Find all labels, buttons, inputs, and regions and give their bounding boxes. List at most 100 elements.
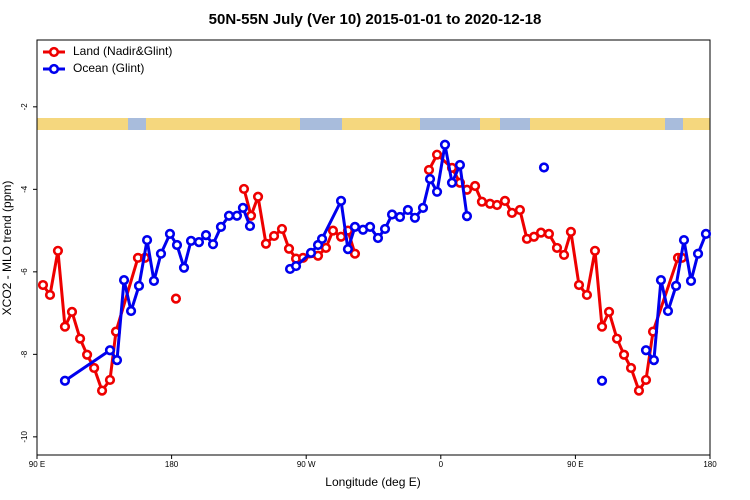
series-point [364,221,376,232]
series-point [491,199,503,211]
series-point [59,321,71,332]
series-point [238,183,250,195]
series-line [41,153,683,393]
series-point [499,195,511,206]
series-point [231,210,243,221]
series-point [223,210,235,221]
series-point [417,202,429,213]
series-point [469,180,481,192]
series-point [431,186,443,197]
mask-ocean [128,118,146,130]
series-point [625,362,637,374]
y-axis-title: XCO2 - MLO trend (ppm) [0,181,14,316]
plot-frame [36,39,711,456]
x-tick-label: 180 [703,460,717,469]
series-point [118,274,130,286]
series-point [589,245,601,256]
series-point [558,249,570,261]
series-point [207,239,219,250]
series-point [268,230,280,242]
series-point [193,237,205,248]
series-point [74,333,86,344]
series-point [573,279,585,291]
series-point [37,279,49,291]
series-point [185,235,197,246]
series-point [82,349,93,360]
series-point [316,233,328,244]
x-tick-label: 90 E [29,460,45,469]
series-point [237,202,249,213]
series-point [461,211,473,222]
mask-ocean [420,118,480,130]
series-point [244,220,256,232]
series-point [655,274,667,286]
series-point [551,242,563,254]
series-line [64,143,708,382]
series-point [662,305,674,317]
legend-label: Land (Nadir&Glint) [73,44,172,58]
series-point [424,173,436,185]
series-point [349,248,361,259]
series-point [379,223,391,235]
series-point [111,355,123,366]
series-point [104,374,116,386]
series-point [581,289,593,301]
mask-ocean [665,118,683,130]
series-point [402,204,413,216]
series-point [670,280,682,291]
series-point [446,177,458,188]
series-point [565,226,577,237]
y-tick-label: -8 [20,350,29,358]
x-axis-title: Longitude (deg E) [325,475,420,489]
series-point [148,275,160,287]
series-point [439,139,451,150]
series-point [170,293,182,304]
series-point [276,223,288,235]
series-point [66,306,78,317]
legend-marker [48,63,60,75]
series-point [514,204,526,216]
series-point [252,191,264,202]
series-point [692,248,704,259]
series-point [164,228,176,239]
series-point [685,275,697,287]
x-tick-label: 90 E [567,460,583,469]
series-point [178,262,190,273]
series-point [327,225,339,236]
mask-ocean [300,118,342,130]
series-point [648,355,660,366]
series-point [372,232,384,244]
series-point [96,385,108,396]
series-point [155,248,167,259]
series-point [543,228,555,239]
x-tick-label: 0 [439,460,444,469]
series-point [528,231,540,242]
series-point [141,234,153,246]
y-tick-label: -2 [20,103,29,111]
series-point [200,230,212,241]
series-point [305,247,317,258]
series-point [535,227,547,238]
series-point [52,245,64,256]
series-point [538,162,550,173]
series-point [640,374,652,386]
series-point [349,221,361,232]
chart-title: 50N-55N July (Ver 10) 2015-01-01 to 2020… [209,11,542,28]
series-point [596,375,608,386]
mask-land [37,118,710,130]
series-point [603,306,615,317]
series-point [260,238,272,249]
x-tick-label: 90 W [297,460,316,469]
series-point [700,228,712,239]
series-point [678,234,690,246]
y-tick-label: -6 [20,268,29,276]
series-point [423,164,435,176]
series-point [283,243,295,254]
series-point [454,159,466,171]
land-ocean-mask [37,118,710,130]
series-point [431,149,443,160]
series-point [618,349,630,360]
series-point [596,321,608,332]
